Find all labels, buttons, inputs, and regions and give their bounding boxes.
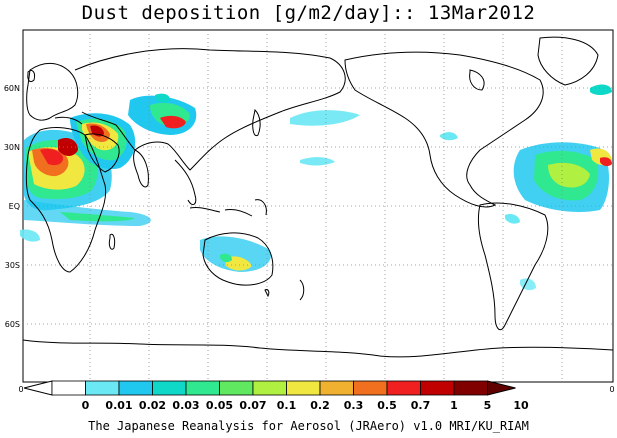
lat-label-eq: EQ xyxy=(9,202,20,211)
colorbar-tick-label: 0.7 xyxy=(411,399,431,412)
colorbar-box xyxy=(453,380,488,396)
colorbar-box xyxy=(185,380,220,396)
colorbar-box xyxy=(353,380,388,396)
map-title: Dust deposition [g/m2/day]:: 13Mar2012 xyxy=(81,2,536,24)
colorbar-box xyxy=(219,380,254,396)
coastlines xyxy=(22,36,614,358)
colorbar-box xyxy=(386,380,421,396)
graticule xyxy=(23,30,613,382)
lat-label-30n: 30N xyxy=(4,143,20,152)
lat-label-60n: 60N xyxy=(4,84,20,93)
colorbar-box xyxy=(51,380,86,396)
lat-label-60s: 60S xyxy=(5,320,20,329)
colorbar-tick-label: 5 xyxy=(484,399,492,412)
map-frame xyxy=(22,29,614,383)
colorbar-tick-label: 0.3 xyxy=(344,399,364,412)
colorbar-tick-label: 0.01 xyxy=(105,399,132,412)
colorbar-box xyxy=(319,380,354,396)
colorbar-box xyxy=(420,380,455,396)
colorbar-box xyxy=(85,380,120,396)
colorbar-tick-label: 1 xyxy=(450,399,458,412)
lat-label-30s: 30S xyxy=(5,261,20,270)
colorbar-box xyxy=(118,380,153,396)
colorbar-right-arrow xyxy=(487,380,516,396)
colorbar-tick-label: 0 xyxy=(82,399,90,412)
colorbar-tick-label: 0.5 xyxy=(377,399,397,412)
colorbar-box xyxy=(286,380,321,396)
colorbar-edge-left-label: 0 xyxy=(18,385,23,394)
colorbar-tick-label: 0.02 xyxy=(139,399,166,412)
colorbar-box xyxy=(152,380,187,396)
colorbar-edge-right-label: 0 xyxy=(609,385,614,394)
colorbar-tick-label: 10 xyxy=(513,399,529,412)
colorbar: 0 0.01 0.02 0.03 0.05 0.07 0.1 0.2 0.3 0.5 0.7 1 5 10 xyxy=(23,380,529,412)
colorbar-box xyxy=(252,380,287,396)
colorbar-tick-label: 0.2 xyxy=(310,399,330,412)
colorbar-tick-label: 0.05 xyxy=(206,399,233,412)
colorbar-tick-label: 0.1 xyxy=(277,399,297,412)
colorbar-tick-label: 0.07 xyxy=(239,399,266,412)
dust-shading xyxy=(20,84,612,291)
colorbar-left-arrow xyxy=(23,380,53,396)
colorbar-tick-label: 0.03 xyxy=(172,399,199,412)
credit-line: The Japanese Reanalysis for Aerosol (JRA… xyxy=(88,419,529,433)
